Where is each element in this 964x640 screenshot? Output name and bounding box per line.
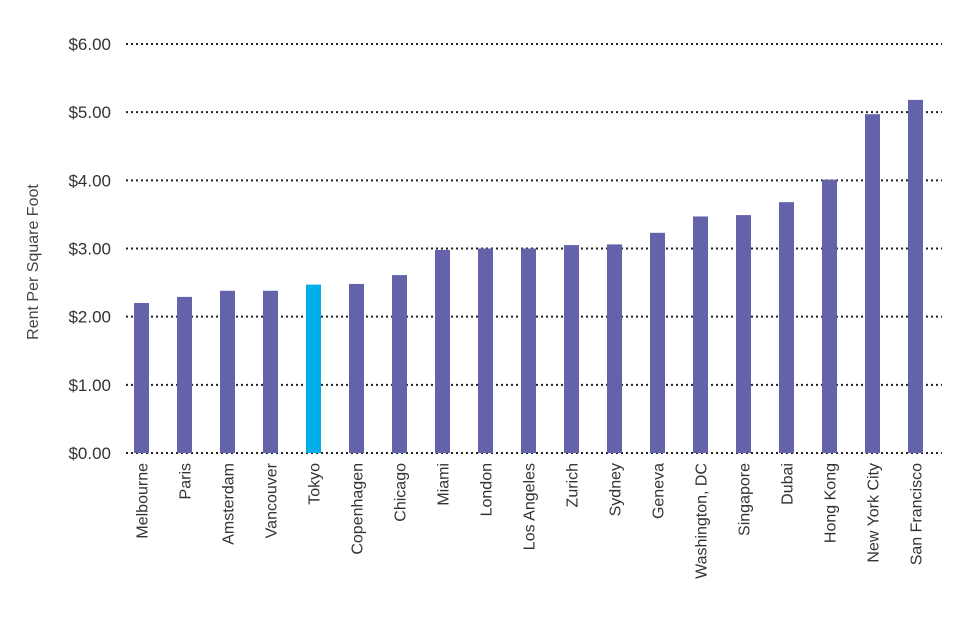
- bar-zurich: [564, 245, 579, 453]
- x-tick-label: Miami: [436, 463, 453, 506]
- y-tick-label: $4.00: [68, 171, 111, 190]
- x-tick-label: Melbourne: [135, 463, 152, 539]
- bar-new-york-city: [865, 114, 880, 453]
- y-axis-label: Rent Per Square Foot: [25, 184, 42, 340]
- y-tick-label: $3.00: [68, 240, 111, 259]
- x-tick-label: Vancouver: [264, 462, 281, 538]
- x-tick-label: Hong Kong: [823, 463, 840, 543]
- x-tick-label: Zurich: [565, 463, 582, 507]
- bar-amsterdam: [220, 290, 235, 453]
- bar-miami: [435, 249, 450, 453]
- bar-sydney: [607, 244, 622, 453]
- bar-hong-kong: [822, 179, 837, 453]
- x-tick-label: Los Angeles: [522, 463, 539, 550]
- x-axis-ticks: Melbourne Paris Amsterdam Vancouver Tokyo Cop…: [135, 462, 926, 579]
- bar-tokyo: [306, 284, 321, 453]
- y-tick-label: $5.00: [68, 103, 111, 122]
- y-tick-label: $2.00: [68, 308, 111, 327]
- y-tick-label: $0.00: [68, 444, 111, 463]
- bar-los-angeles: [521, 248, 536, 453]
- x-tick-label: Geneva: [651, 463, 668, 519]
- x-tick-label: Copenhagen: [350, 463, 367, 555]
- bar-geneva: [650, 232, 665, 453]
- bar-washington-dc: [693, 216, 708, 453]
- bar-paris: [177, 296, 192, 453]
- x-tick-label: Sydney: [608, 463, 625, 516]
- x-tick-label: Tokyo: [307, 463, 324, 505]
- x-tick-label: Amsterdam: [221, 463, 238, 545]
- x-tick-label: Chicago: [393, 463, 410, 522]
- y-tick-label: $6.00: [68, 35, 111, 54]
- bar-vancouver: [263, 290, 278, 453]
- x-tick-label: Paris: [178, 463, 195, 499]
- bar-singapore: [736, 215, 751, 453]
- bar-london: [478, 248, 493, 453]
- y-axis-ticks: $0.00 $1.00 $2.00 $3.00 $4.00 $5.00 $6.00: [68, 35, 111, 463]
- x-tick-label: New York City: [866, 463, 883, 563]
- x-tick-label: Singapore: [737, 463, 754, 536]
- bar-dubai: [779, 202, 794, 453]
- y-tick-label: $1.00: [68, 376, 111, 395]
- x-tick-label: Dubai: [780, 463, 797, 505]
- bar-san-francisco: [908, 99, 923, 453]
- x-tick-label: Washington, DC: [694, 463, 711, 579]
- x-tick-label: San Francisco: [909, 463, 926, 565]
- gridlines: [126, 43, 942, 454]
- x-tick-label: London: [479, 463, 496, 516]
- bar-copenhagen: [349, 283, 364, 453]
- bars: [134, 99, 923, 453]
- bar-chicago: [392, 275, 407, 453]
- bar-melbourne: [134, 303, 149, 453]
